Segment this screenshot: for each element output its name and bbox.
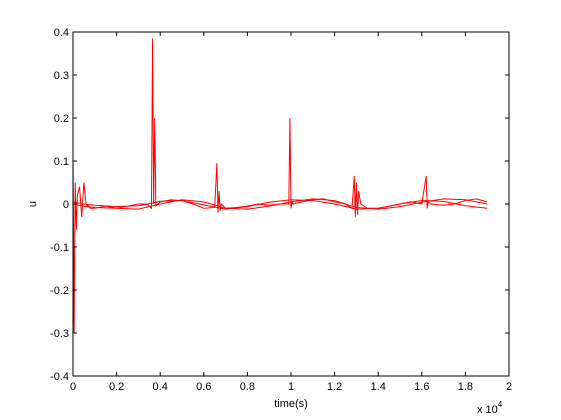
series-line-2 bbox=[72, 198, 488, 210]
x-tick-label: 0.2 bbox=[109, 381, 124, 393]
series-line-3 bbox=[72, 199, 488, 210]
x-multiplier-exponent: 4 bbox=[498, 400, 503, 409]
y-axis-label: u bbox=[27, 201, 39, 207]
x-multiplier-label: x 104 bbox=[477, 400, 503, 416]
y-axis-ticks: -0.4 -0.3 -0.2 -0.1 0 0.1 0.2 0.3 0.4 bbox=[50, 27, 509, 383]
x-axis-label: time(s) bbox=[274, 398, 308, 410]
x-axis-ticks: 0 0.2 0.4 0.6 0.8 1 1.2 1.4 1.6 1.8 2 bbox=[70, 32, 512, 393]
x-tick-label: 0.4 bbox=[153, 381, 168, 393]
y-tick-label: 0.3 bbox=[54, 70, 69, 82]
x-tick-label: 2 bbox=[506, 381, 512, 393]
x-multiplier-base: x 10 bbox=[477, 404, 498, 416]
y-tick-label: -0.1 bbox=[50, 242, 69, 254]
y-tick-label: 0 bbox=[63, 199, 69, 211]
x-tick-label: 0.6 bbox=[196, 381, 211, 393]
x-tick-label: 1.6 bbox=[414, 381, 429, 393]
x-tick-label: 1.8 bbox=[458, 381, 473, 393]
series-group bbox=[72, 38, 488, 334]
x-tick-label: 1 bbox=[288, 381, 294, 393]
x-tick-label: 0 bbox=[70, 381, 76, 393]
x-tick-label: 0.8 bbox=[240, 381, 255, 393]
y-tick-label: 0.2 bbox=[54, 113, 69, 125]
y-tick-label: -0.2 bbox=[50, 285, 69, 297]
y-tick-label: 0.4 bbox=[54, 27, 69, 39]
x-tick-label: 1.4 bbox=[371, 381, 386, 393]
y-tick-label: -0.4 bbox=[50, 371, 69, 383]
y-tick-label: -0.3 bbox=[50, 328, 69, 340]
y-tick-label: 0.1 bbox=[54, 156, 69, 168]
x-tick-label: 1.2 bbox=[327, 381, 342, 393]
